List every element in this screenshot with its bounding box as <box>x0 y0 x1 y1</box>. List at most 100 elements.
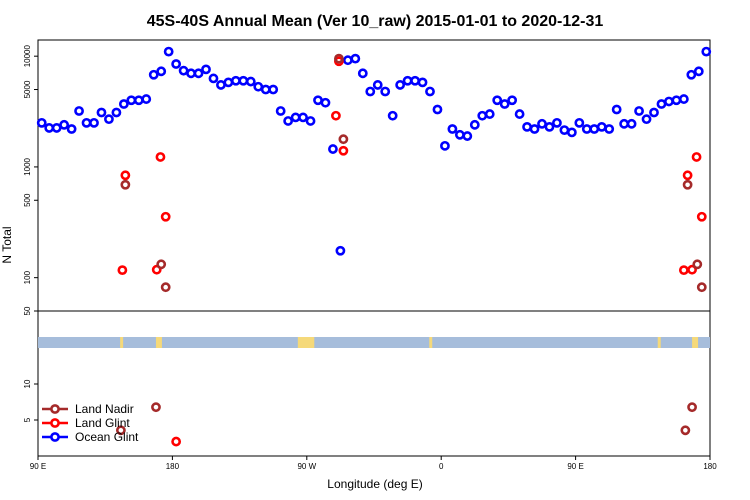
land-nadir-point <box>682 179 693 190</box>
ocean-glint-point <box>619 118 630 129</box>
ocean-glint-point <box>611 104 622 115</box>
ocean-glint-point <box>148 69 159 80</box>
land-nadir-point <box>680 425 691 436</box>
ocean-glint-point <box>126 95 137 106</box>
ocean-glint-point <box>245 76 256 87</box>
land-nadir-point <box>696 282 707 293</box>
plot-frame <box>37 39 711 457</box>
ocean-glint-point <box>574 117 585 128</box>
land-glint-point <box>678 265 689 276</box>
ocean-glint-point <box>626 118 637 129</box>
ocean-glint-point <box>559 125 570 136</box>
ocean-glint-point <box>223 77 234 88</box>
ocean-glint-point <box>462 131 473 141</box>
ocean-glint-point <box>350 53 361 64</box>
ocean-glint-point <box>432 104 443 115</box>
land-glint-point <box>120 170 131 181</box>
legend-label: Ocean Glint <box>75 430 139 444</box>
legend-label: Land Nadir <box>75 402 134 416</box>
ocean-glint-point <box>305 116 316 126</box>
ocean-glint-point <box>156 66 167 77</box>
land-mask-segment <box>297 337 315 348</box>
ocean-glint-point <box>402 75 413 86</box>
ocean-glint-point <box>328 144 338 154</box>
land-mask-segment <box>692 337 699 348</box>
ocean-glint-point <box>298 112 308 123</box>
ocean-glint-point <box>492 95 503 106</box>
ocean-glint-point <box>566 127 577 138</box>
land-nadir-point <box>692 259 703 270</box>
ocean-glint-point <box>89 117 99 128</box>
ocean-glint-point <box>469 119 480 130</box>
ocean-glint-point <box>290 112 301 123</box>
ocean-glint-point <box>59 119 70 130</box>
land-glint-point <box>682 170 693 181</box>
y-tick-label: 100 <box>23 270 32 284</box>
x-tick-label: 180 <box>703 462 717 471</box>
ocean-glint-point <box>111 107 122 118</box>
ocean-glint-point <box>66 124 77 134</box>
land-glint-point <box>331 110 341 121</box>
ocean-glint-point <box>604 124 615 134</box>
ocean-glint-point <box>230 75 241 86</box>
chart-title: 45S-40S Annual Mean (Ver 10_raw) 2015-01… <box>147 13 604 30</box>
land-nadir-point <box>334 53 344 64</box>
ocean-glint-point <box>275 106 286 116</box>
ocean-glint-point <box>581 124 592 134</box>
y-tick-label: 5 <box>23 417 32 422</box>
y-tick-label: 10000 <box>23 45 32 68</box>
ocean-glint-point <box>96 107 107 118</box>
land-mask-segment <box>429 337 433 348</box>
ocean-glint-point <box>74 106 84 116</box>
ocean-glint-point <box>118 99 129 109</box>
ocean-glint-point <box>671 95 682 106</box>
ocean-glint-point <box>216 80 226 90</box>
x-tick-label: 180 <box>166 462 180 471</box>
land-mask-segment <box>657 337 661 348</box>
land-nadir-point <box>160 282 171 293</box>
ocean-glint-point <box>313 95 323 106</box>
land-glint-point <box>696 211 707 222</box>
legend-marker <box>50 404 60 414</box>
ocean-glint-point <box>701 46 712 57</box>
ocean-glint-point <box>178 65 189 76</box>
y-tick-label: 1000 <box>23 157 32 175</box>
ocean-glint-point <box>537 118 547 129</box>
land-nadir-point <box>115 425 126 436</box>
ocean-glint-point <box>193 68 204 79</box>
ocean-glint-point <box>410 75 420 86</box>
ocean-glint-point <box>440 140 450 151</box>
land-glint-point <box>155 152 166 162</box>
ocean-glint-point <box>544 121 555 132</box>
ocean-glint-point <box>372 80 383 90</box>
ocean-glint-point <box>335 245 346 256</box>
land-nadir-point <box>120 179 131 190</box>
ocean-glint-point <box>678 94 689 104</box>
ocean-glint-point <box>507 95 518 106</box>
legend-label: Land Glint <box>75 416 130 430</box>
ocean-glint-point <box>357 68 368 79</box>
ocean-glint-point <box>201 64 211 75</box>
ocean-glint-point <box>686 69 697 80</box>
ocean-glint-point <box>693 66 704 77</box>
y-tick-label: 10 <box>23 379 32 388</box>
y-axis-label: N Total <box>0 226 14 263</box>
land-nadir-point <box>338 134 349 145</box>
ocean-glint-point <box>238 75 249 86</box>
land-nadir-point <box>687 402 697 413</box>
y-tick-label: 50 <box>23 306 32 315</box>
x-tick-label: 0 <box>439 462 444 471</box>
ocean-glint-point <box>380 86 391 97</box>
y-tick-label: 5000 <box>23 80 32 98</box>
ocean-glint-point <box>649 107 659 118</box>
ocean-glint-point <box>522 121 532 132</box>
ocean-glint-point <box>208 73 219 84</box>
y-tick-label: 500 <box>23 193 32 207</box>
ocean-glint-point <box>425 86 435 97</box>
ocean-glint-point <box>664 96 674 107</box>
ocean-glint-point <box>529 124 540 134</box>
ocean-glint-point <box>171 59 182 69</box>
land-mask-band <box>38 337 710 348</box>
legend-marker <box>50 432 60 442</box>
